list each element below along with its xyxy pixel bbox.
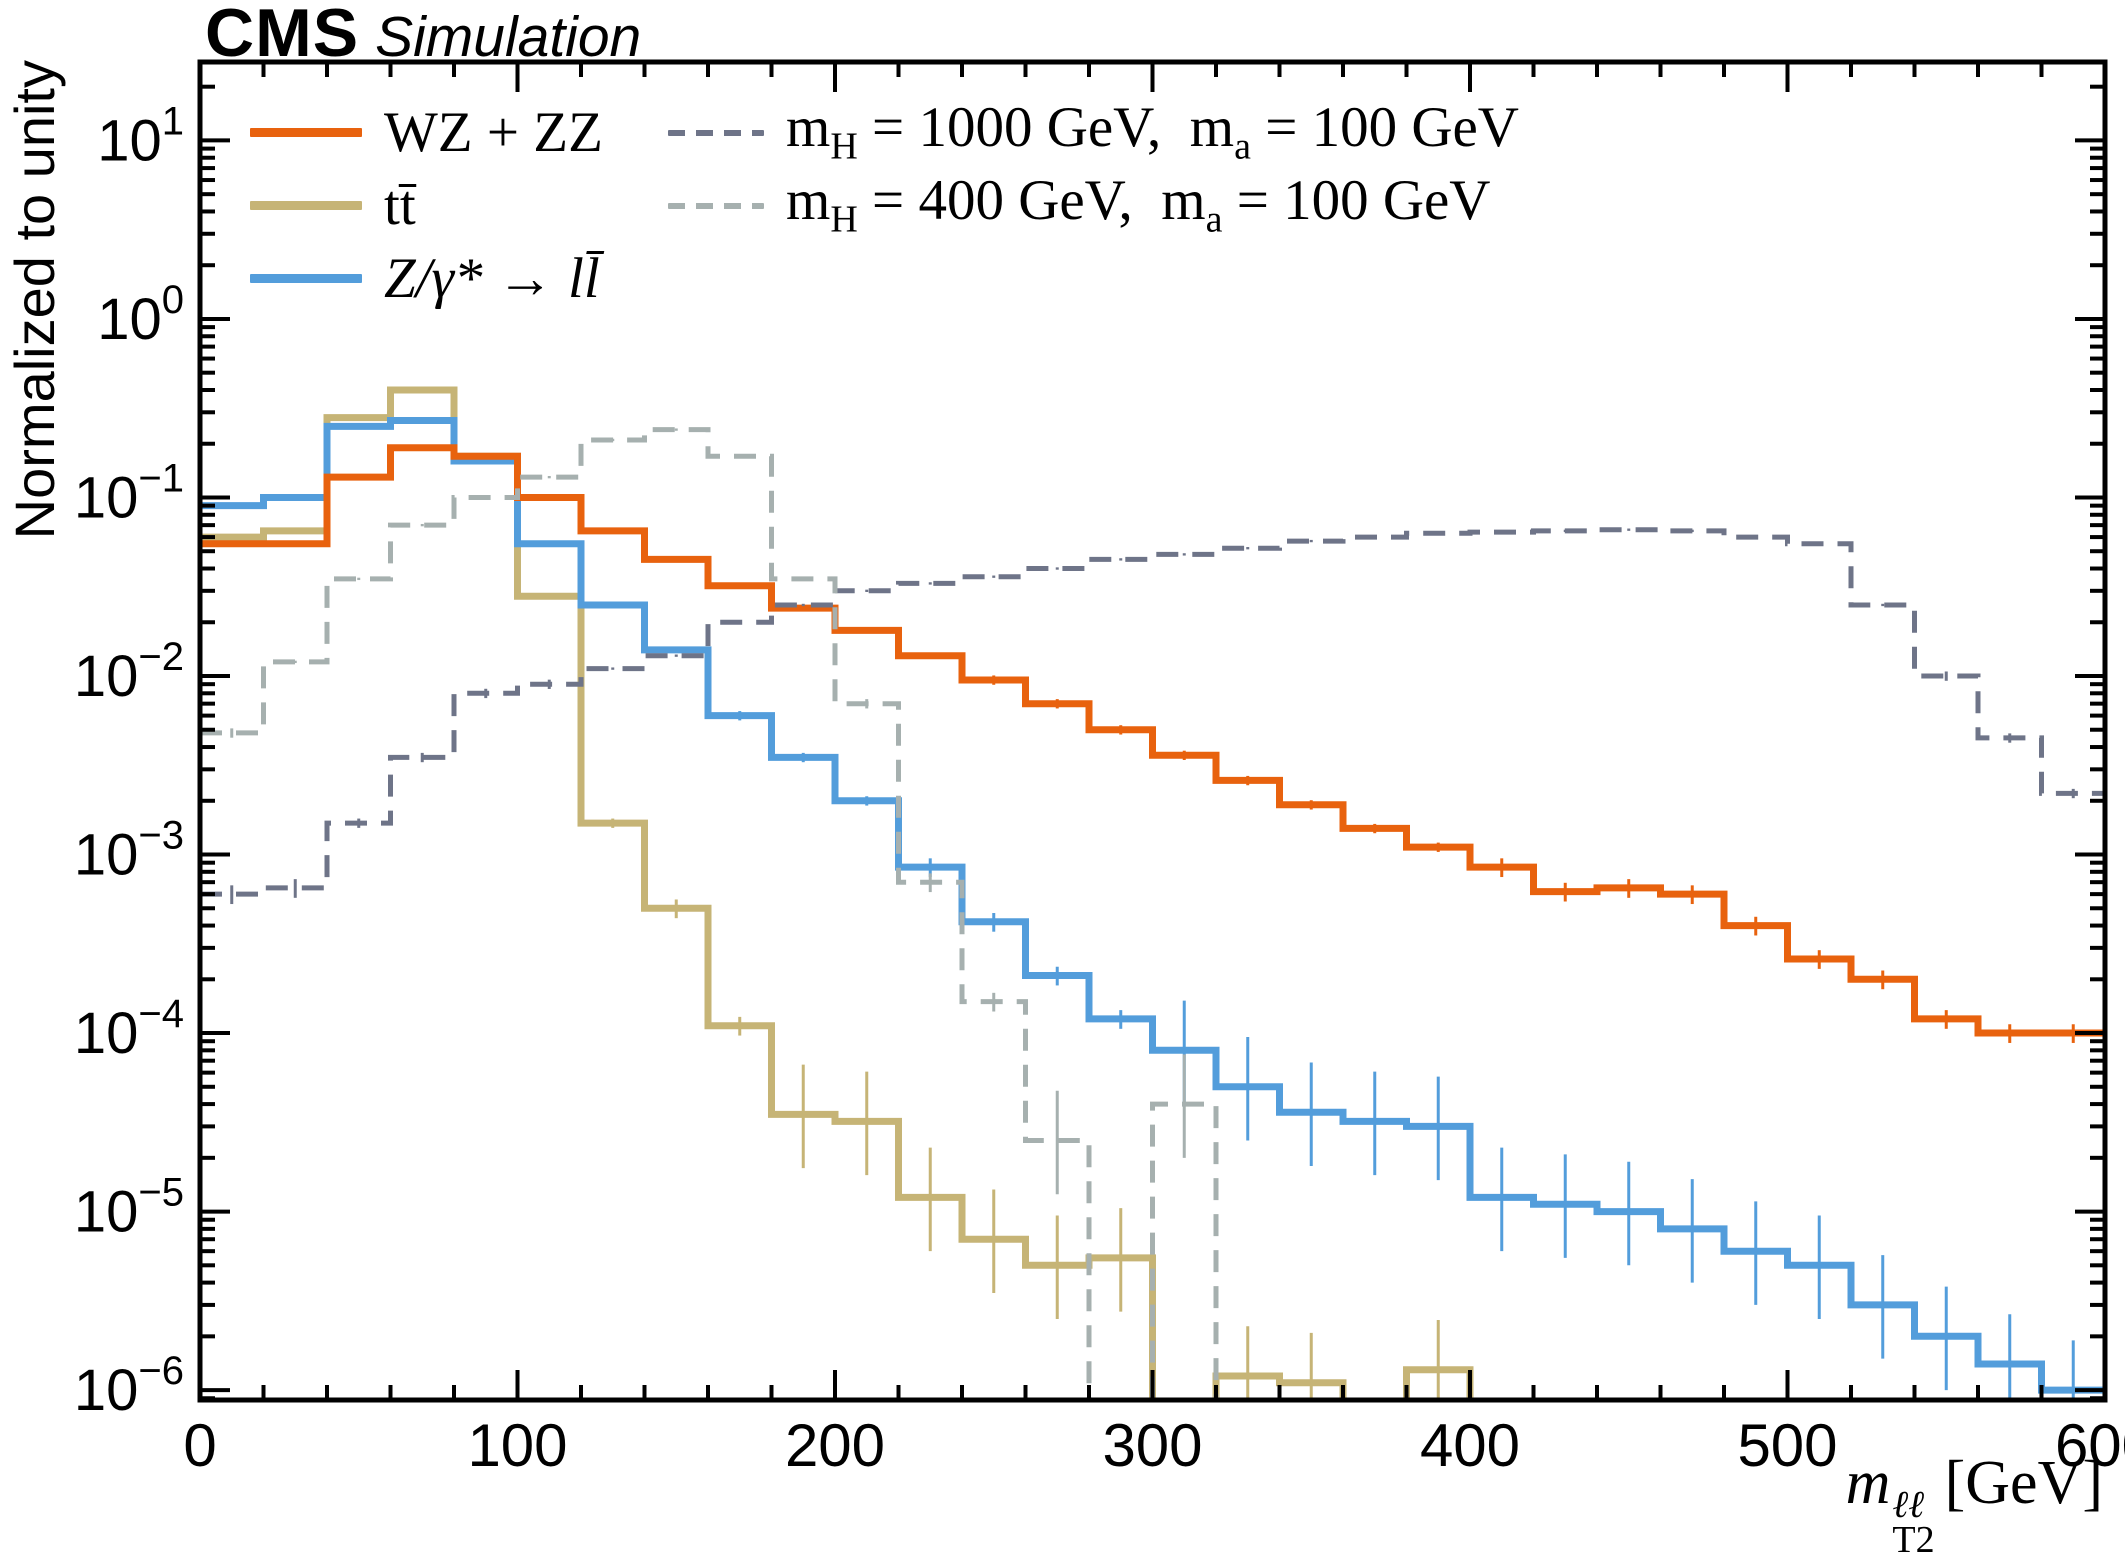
- legend-item-signal-mh400: mH = 400 GeV, ma = 100 GeV: [668, 169, 1519, 242]
- legend-signals: mH = 1000 GeV, ma = 100 GeV mH = 400 GeV…: [668, 96, 1519, 242]
- x-axis-symbol: m: [1845, 1449, 1891, 1517]
- svg-text:100: 100: [97, 278, 184, 352]
- signal2-symbol-a: m: [1161, 169, 1206, 233]
- signal2-subscript-a: a: [1205, 198, 1223, 241]
- legend-swatch-ttbar: [250, 201, 362, 210]
- svg-text:101: 101: [97, 99, 184, 173]
- svg-text:300: 300: [1102, 1412, 1202, 1479]
- x-axis-subscript: T2: [1892, 1518, 1935, 1561]
- signal2-mass-h: = 400 GeV,: [857, 169, 1162, 233]
- signal1-symbol-a: m: [1189, 96, 1235, 160]
- svg-text:10−1: 10−1: [74, 456, 184, 530]
- legend-label-signal-mh400: mH = 400 GeV, ma = 100 GeV: [786, 172, 1490, 238]
- series-error-bars: [230, 528, 2075, 905]
- svg-text:200: 200: [785, 1412, 885, 1479]
- series-error-bars: [230, 428, 1186, 1195]
- svg-text:0: 0: [183, 1412, 216, 1479]
- signal1-symbol: m: [786, 96, 831, 160]
- experiment-label: CMS: [205, 0, 360, 71]
- axis-ticks: [198, 62, 2107, 1401]
- y-axis-title: Normalized to unity: [3, 60, 66, 540]
- legend-swatch-wz-zz: [250, 128, 362, 137]
- legend-swatch-signal-mh400: [668, 202, 764, 209]
- svg-text:400: 400: [1420, 1412, 1520, 1479]
- legend-item-ttbar: tt̄: [250, 169, 603, 242]
- svg-text:10−2: 10−2: [74, 635, 184, 709]
- svg-text:500: 500: [1737, 1412, 1837, 1479]
- legend-item-signal-mh1000: mH = 1000 GeV, ma = 100 GeV: [668, 96, 1519, 169]
- x-axis-superscript: ℓℓ: [1892, 1484, 1925, 1526]
- legend-label-signal-mh1000: mH = 1000 GeV, ma = 100 GeV: [786, 99, 1519, 165]
- series-line: [200, 527, 2105, 897]
- plot-series-area: [200, 386, 2105, 1400]
- legend-item-wz-zz: WZ + ZZ: [250, 96, 603, 169]
- simulation-label: Simulation: [375, 5, 642, 69]
- signal2-mass-a: = 100 GeV: [1222, 169, 1491, 233]
- x-axis-title: m ℓℓ T2 [GeV]: [1845, 1448, 2103, 1561]
- legend-label-drell-yan: Z/γ* → ll̄: [384, 247, 600, 310]
- legend-label-wz-zz: WZ + ZZ: [384, 101, 603, 164]
- x-axis-unit: [GeV]: [1944, 1449, 2103, 1517]
- legend-swatch-signal-mh1000: [668, 129, 764, 136]
- series-line: [200, 417, 2105, 1394]
- signal1-mass-h: = 1000 GeV,: [857, 96, 1190, 160]
- svg-text:10−4: 10−4: [74, 992, 184, 1066]
- signal1-subscript-a: a: [1234, 125, 1251, 168]
- svg-text:600: 600: [2055, 1412, 2125, 1479]
- legend-backgrounds: WZ + ZZ tt̄ Z/γ* → ll̄: [250, 96, 603, 315]
- svg-text:10−3: 10−3: [74, 814, 184, 888]
- svg-text:100: 100: [467, 1412, 567, 1479]
- signal2-subscript-h: H: [830, 198, 858, 241]
- legend-label-ttbar: tt̄: [384, 174, 416, 237]
- svg-text:10−5: 10−5: [74, 1171, 184, 1245]
- legend-swatch-drell-yan: [250, 274, 362, 283]
- signal2-symbol: m: [786, 169, 831, 233]
- series-line: [200, 444, 2105, 1037]
- signal1-mass-a: = 100 GeV: [1250, 96, 1519, 160]
- y-tick-labels: 101 100 10−1 10−2 10−3 10−4 10−5 10−6: [74, 99, 184, 1423]
- series-line: [200, 427, 1219, 1400]
- legend-item-drell-yan: Z/γ* → ll̄: [250, 242, 603, 315]
- plot-title: CMS Simulation: [205, 0, 641, 72]
- series-error-bars: [230, 388, 1440, 1400]
- x-tick-labels: 0 100 200 300 400 500 600: [183, 1412, 2125, 1479]
- svg-text:10−6: 10−6: [74, 1349, 184, 1423]
- x-axis-scripts: ℓℓ T2: [1892, 1484, 1935, 1561]
- signal1-subscript-h: H: [830, 125, 858, 168]
